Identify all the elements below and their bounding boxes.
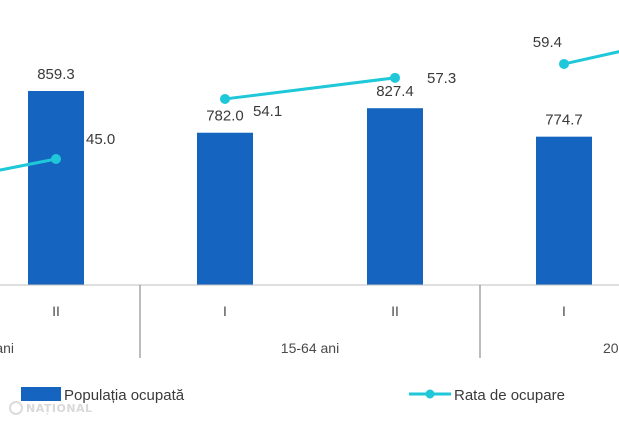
rate-point	[390, 72, 400, 83]
x-tick-label: II	[52, 303, 60, 319]
x-tick-labels: II I II I	[52, 303, 566, 319]
group-labels: ani 15-64 ani 20	[0, 340, 619, 356]
rate-line	[0, 50, 619, 172]
bar-value-label: 782.0	[206, 108, 244, 125]
rate-value-label: 57.3	[427, 70, 456, 87]
legend-swatch-marker	[425, 389, 435, 399]
bar-value-label: 827.4	[376, 83, 414, 100]
x-tick-label: I	[562, 303, 566, 319]
bar	[367, 108, 423, 285]
legend-swatch-bar	[21, 387, 61, 401]
bar	[28, 90, 84, 285]
rate-point	[51, 154, 61, 164]
rate-value-label: 59.4	[533, 34, 562, 51]
watermark: NAȚIONAL	[9, 401, 93, 415]
x-axis	[0, 284, 619, 358]
rate-line-segment	[563, 50, 619, 66]
data-labels: 859.3 782.0 827.4 774.7 45.0 54.1 57.3 59.4	[37, 34, 583, 148]
watermark-text: NAȚIONAL	[26, 402, 93, 415]
rate-point	[220, 93, 230, 104]
rate-line-segment	[224, 76, 396, 101]
watermark-logo-icon	[9, 401, 23, 415]
legend: Populația ocupată Rata de ocupare	[21, 387, 565, 404]
x-tick-label: II	[391, 303, 399, 319]
rate-line-segment	[0, 157, 57, 172]
rate-value-label: 45.0	[86, 131, 115, 148]
rate-value-label: 54.1	[253, 103, 282, 120]
legend-label-line: Rata de ocupare	[454, 387, 565, 404]
group-label: ani	[0, 340, 14, 356]
bars	[28, 90, 592, 285]
rate-point	[559, 58, 569, 69]
group-label: 15-64 ani	[281, 340, 339, 356]
bar	[197, 132, 253, 285]
x-tick-label: I	[223, 303, 227, 319]
group-label: 20	[603, 340, 619, 356]
bar-value-label: 859.3	[37, 66, 75, 83]
bar-value-label: 774.7	[545, 112, 583, 129]
bar	[536, 136, 592, 285]
legend-label-bar: Populația ocupată	[64, 387, 185, 404]
